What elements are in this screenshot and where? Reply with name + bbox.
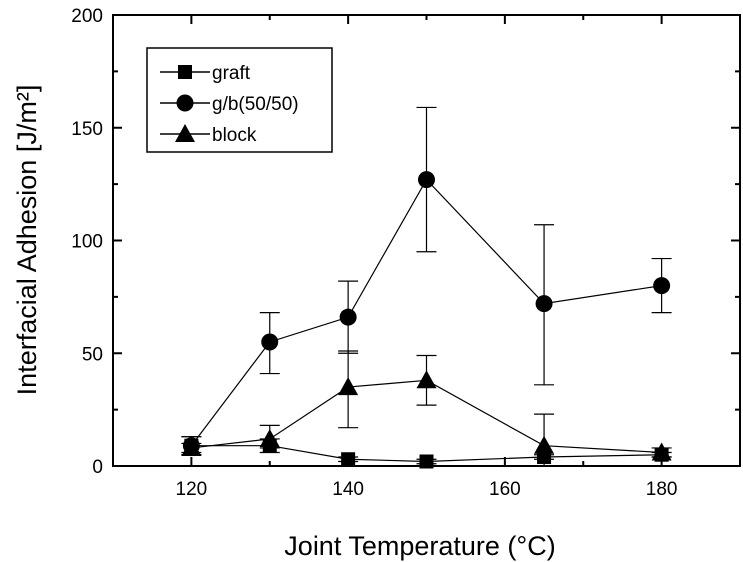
data-point bbox=[261, 333, 279, 351]
series-triangle bbox=[181, 350, 672, 467]
legend-label: graft bbox=[212, 63, 251, 84]
x-tick-label: 120 bbox=[176, 479, 208, 500]
legend: graft g/b(50/50) block bbox=[146, 47, 333, 153]
legend-label: block bbox=[212, 125, 257, 146]
legend-marker bbox=[178, 65, 192, 79]
y-tick-label: 0 bbox=[92, 457, 103, 478]
y-tick-label: 150 bbox=[71, 119, 103, 140]
data-point bbox=[181, 437, 202, 456]
legend-label: g/b(50/50) bbox=[212, 94, 299, 115]
y-tick-label: 200 bbox=[71, 6, 103, 27]
data-point bbox=[416, 370, 437, 389]
plot-area bbox=[181, 106, 672, 469]
data-point bbox=[259, 428, 280, 447]
legend-item: graft bbox=[160, 63, 251, 84]
data-point bbox=[339, 308, 357, 326]
data-point bbox=[651, 442, 672, 461]
x-tick-label: 140 bbox=[332, 479, 364, 500]
legend-marker bbox=[176, 94, 194, 112]
data-point bbox=[534, 435, 555, 454]
y-axis-label: Interfacial Adhesion [J/m²] bbox=[12, 85, 42, 396]
series-line bbox=[190, 178, 662, 447]
y-tick-label: 50 bbox=[82, 344, 103, 365]
series-line bbox=[191, 445, 662, 463]
legend-item: block bbox=[160, 124, 257, 146]
x-tick-label: 180 bbox=[646, 479, 678, 500]
axes: 120 140 160 180 0 50 100 150 200 bbox=[71, 6, 741, 500]
legend-item: g/b(50/50) bbox=[160, 94, 299, 115]
legend-marker bbox=[175, 124, 195, 142]
x-axis-label: Joint Temperature (°C) bbox=[284, 531, 555, 561]
y-tick-label: 100 bbox=[71, 232, 103, 253]
data-point bbox=[418, 171, 435, 189]
y-axis-label-text: Interfacial Adhesion [J/m²] bbox=[12, 85, 42, 396]
series-line bbox=[191, 379, 662, 454]
data-point bbox=[338, 377, 359, 396]
data-point bbox=[535, 295, 553, 313]
x-tick-label: 160 bbox=[489, 479, 521, 500]
data-point bbox=[653, 277, 671, 295]
